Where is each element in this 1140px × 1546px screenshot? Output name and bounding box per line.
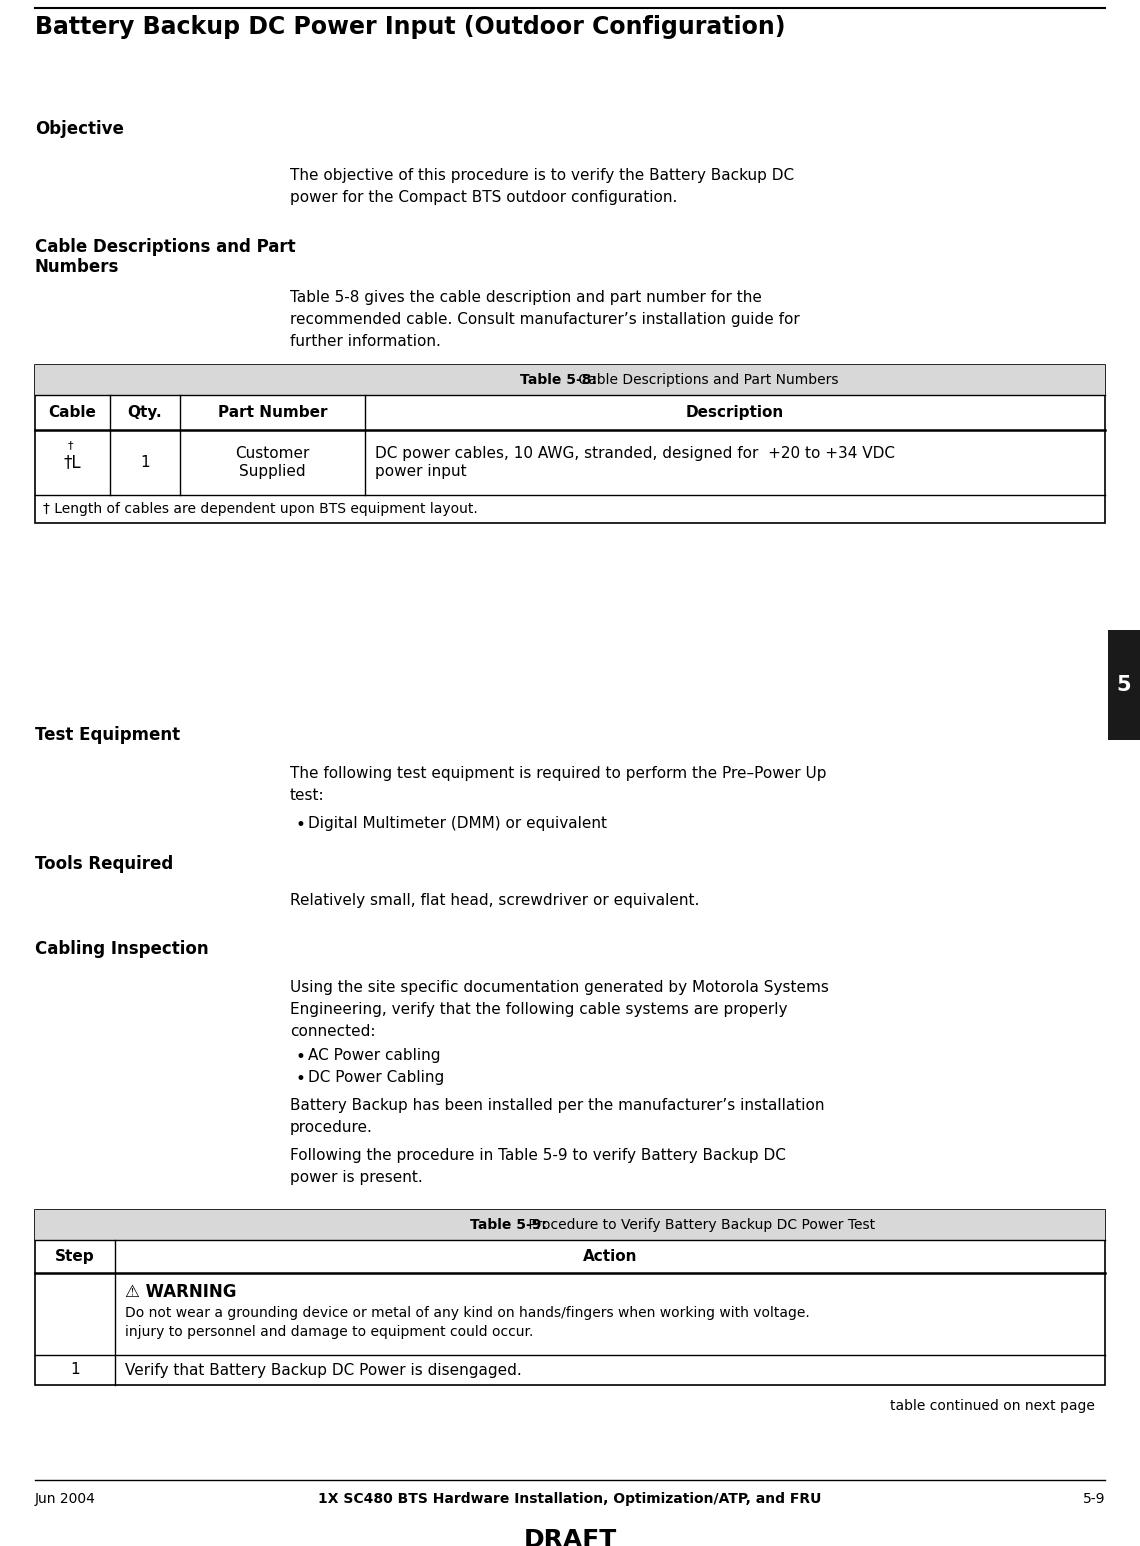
Text: †: † xyxy=(67,441,73,450)
Text: injury to personnel and damage to equipment could occur.: injury to personnel and damage to equipm… xyxy=(125,1325,534,1339)
Text: Jun 2004: Jun 2004 xyxy=(35,1492,96,1506)
Text: Cable Descriptions and Part Numbers: Cable Descriptions and Part Numbers xyxy=(575,373,839,386)
Text: Test Equipment: Test Equipment xyxy=(35,727,180,744)
Text: •: • xyxy=(295,816,304,833)
Text: 1: 1 xyxy=(140,455,149,470)
Text: †L: †L xyxy=(64,453,81,472)
Text: power is present.: power is present. xyxy=(290,1170,423,1184)
Text: Battery Backup DC Power Input (Outdoor Configuration): Battery Backup DC Power Input (Outdoor C… xyxy=(35,15,785,39)
Text: test:: test: xyxy=(290,788,325,802)
Text: Using the site specific documentation generated by Motorola Systems: Using the site specific documentation ge… xyxy=(290,980,829,996)
Text: Relatively small, flat head, screwdriver or equivalent.: Relatively small, flat head, screwdriver… xyxy=(290,894,699,908)
Text: power for the Compact BTS outdoor configuration.: power for the Compact BTS outdoor config… xyxy=(290,190,677,206)
Bar xyxy=(35,365,1105,394)
Text: AC Power cabling: AC Power cabling xyxy=(308,1048,440,1064)
Text: Table 5-9:: Table 5-9: xyxy=(470,1218,547,1232)
Text: Following the procedure in Table 5-9 to verify Battery Backup DC: Following the procedure in Table 5-9 to … xyxy=(290,1149,785,1163)
Text: Objective: Objective xyxy=(35,121,124,138)
Text: Step: Step xyxy=(55,1249,95,1265)
Text: Action: Action xyxy=(583,1249,637,1265)
Text: The objective of this procedure is to verify the Battery Backup DC: The objective of this procedure is to ve… xyxy=(290,169,795,182)
Text: † Length of cables are dependent upon BTS equipment layout.: † Length of cables are dependent upon BT… xyxy=(43,502,478,516)
Text: Part Number: Part Number xyxy=(218,405,327,421)
Text: 5-9: 5-9 xyxy=(1083,1492,1105,1506)
Text: DRAFT: DRAFT xyxy=(523,1527,617,1546)
Text: 1: 1 xyxy=(71,1362,80,1377)
Text: Table 5-8:: Table 5-8: xyxy=(520,373,597,386)
Text: Battery Backup has been installed per the manufacturer’s installation: Battery Backup has been installed per th… xyxy=(290,1098,824,1113)
Text: 5: 5 xyxy=(1117,676,1131,696)
Text: •: • xyxy=(295,1070,304,1088)
Text: Table 5-8 gives the cable description and part number for the: Table 5-8 gives the cable description an… xyxy=(290,291,762,305)
Text: The following test equipment is required to perform the Pre–Power Up: The following test equipment is required… xyxy=(290,765,826,781)
Text: Cable Descriptions and Part: Cable Descriptions and Part xyxy=(35,238,295,257)
Text: recommended cable. Consult manufacturer’s installation guide for: recommended cable. Consult manufacturer’… xyxy=(290,312,800,328)
Text: Tools Required: Tools Required xyxy=(35,855,173,873)
Text: Numbers: Numbers xyxy=(35,258,120,277)
Text: connected:: connected: xyxy=(290,1023,375,1039)
Text: 1X SC480 BTS Hardware Installation, Optimization/ATP, and FRU: 1X SC480 BTS Hardware Installation, Opti… xyxy=(318,1492,822,1506)
Text: table continued on next page: table continued on next page xyxy=(890,1399,1096,1413)
Text: Procedure to Verify Battery Backup DC Power Test: Procedure to Verify Battery Backup DC Po… xyxy=(524,1218,876,1232)
Text: DC power cables, 10 AWG, stranded, designed for  +20 to +34 VDC
power input: DC power cables, 10 AWG, stranded, desig… xyxy=(375,447,895,479)
Text: further information.: further information. xyxy=(290,334,441,349)
Text: Do not wear a grounding device or metal of any kind on hands/fingers when workin: Do not wear a grounding device or metal … xyxy=(125,1306,809,1320)
Bar xyxy=(1108,631,1140,741)
Text: Description: Description xyxy=(686,405,784,421)
Text: ⚠ WARNING: ⚠ WARNING xyxy=(125,1283,236,1302)
Text: Qty.: Qty. xyxy=(128,405,162,421)
Text: DC Power Cabling: DC Power Cabling xyxy=(308,1070,445,1085)
Text: Customer
Supplied: Customer Supplied xyxy=(235,447,310,479)
Bar xyxy=(35,365,1105,523)
Text: Digital Multimeter (DMM) or equivalent: Digital Multimeter (DMM) or equivalent xyxy=(308,816,606,832)
Text: •: • xyxy=(295,1048,304,1067)
Text: Engineering, verify that the following cable systems are properly: Engineering, verify that the following c… xyxy=(290,1002,788,1017)
Text: Verify that Battery Backup DC Power is disengaged.: Verify that Battery Backup DC Power is d… xyxy=(125,1362,522,1377)
Text: Cabling Inspection: Cabling Inspection xyxy=(35,940,209,959)
Text: procedure.: procedure. xyxy=(290,1119,373,1135)
Bar xyxy=(35,1211,1105,1385)
Bar xyxy=(35,1211,1105,1240)
Text: Cable: Cable xyxy=(49,405,97,421)
